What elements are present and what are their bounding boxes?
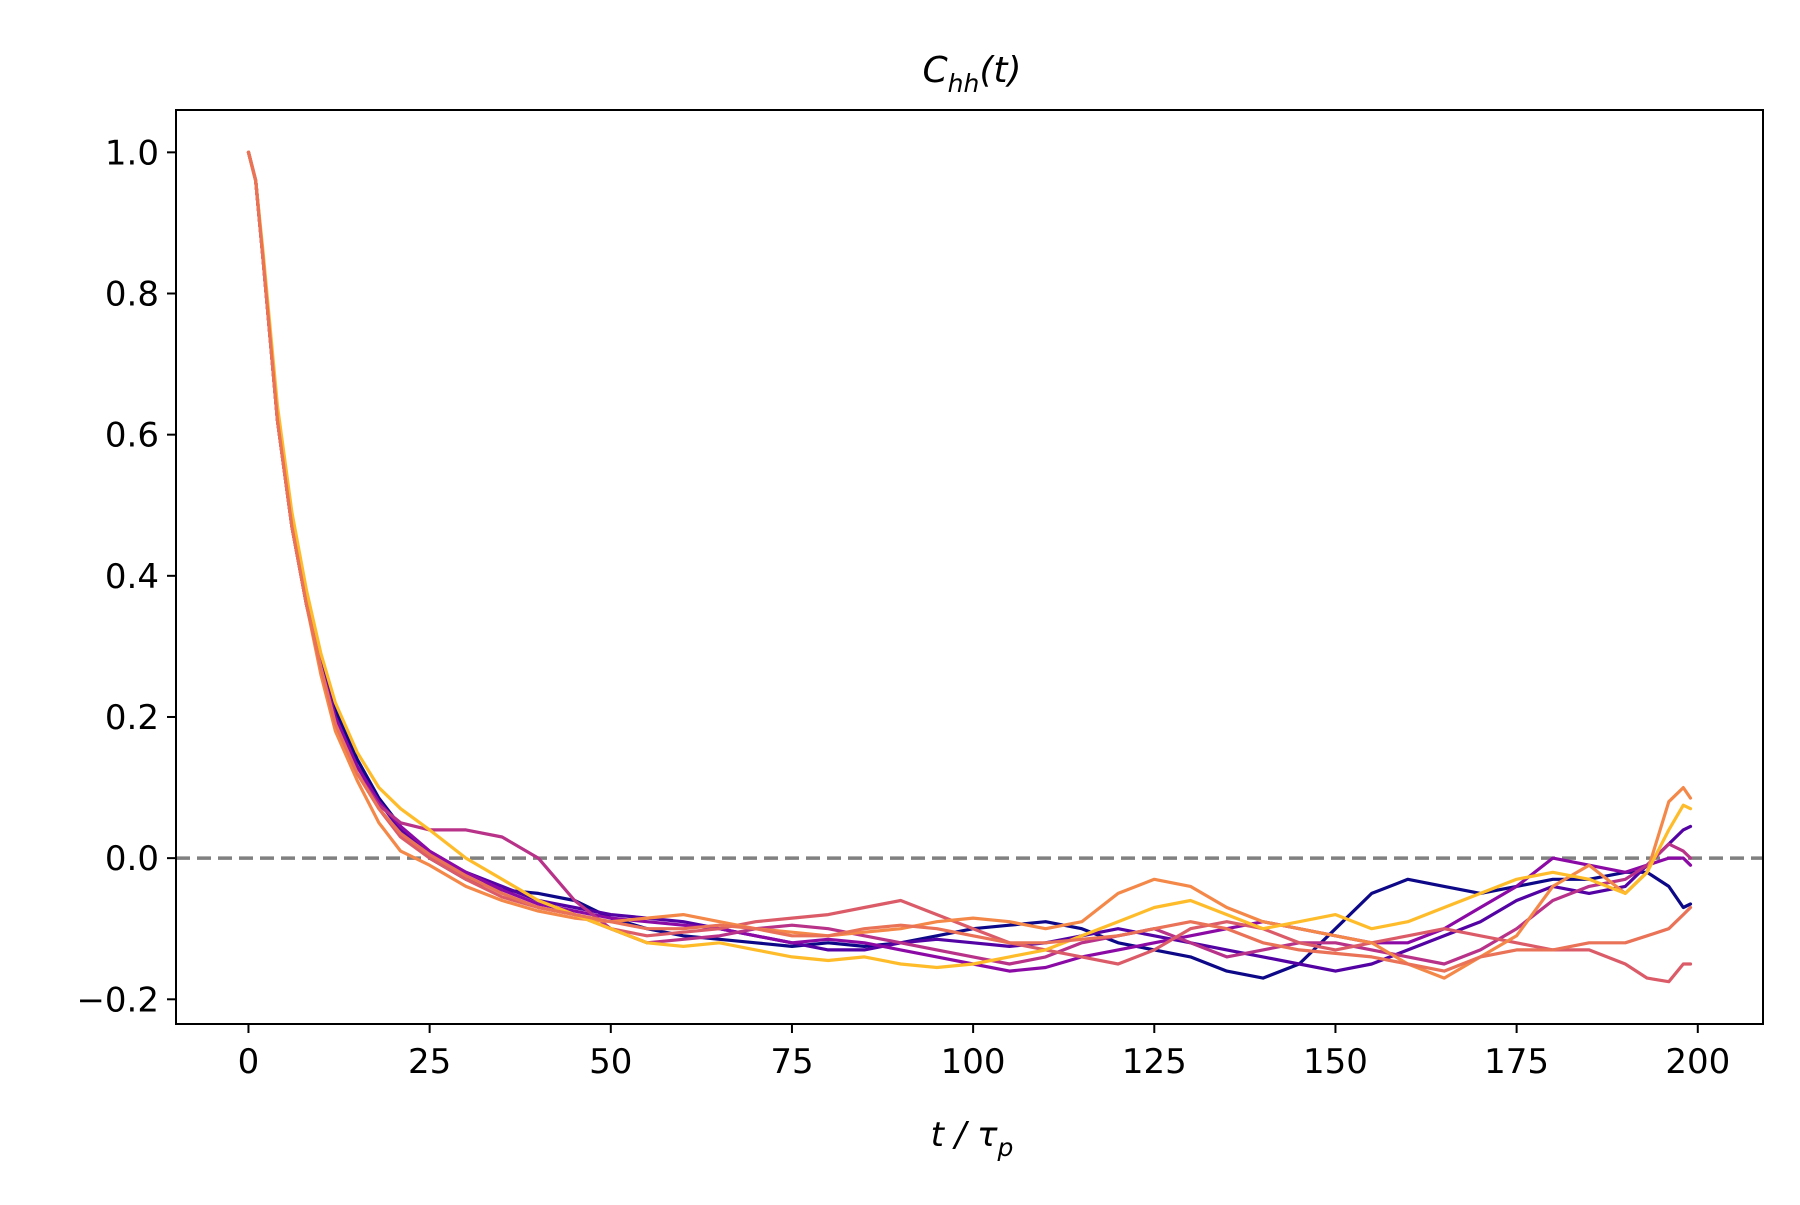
x-tick-label: 50 [589, 1042, 632, 1082]
series-line-3 [246, 150, 1693, 973]
y-tick-label: 0.6 [105, 416, 159, 456]
y-tick-label: 0.8 [105, 275, 159, 315]
chart-title-main: C [922, 50, 948, 91]
x-tick-label: 150 [1303, 1042, 1368, 1082]
y-tick-label: 0.4 [105, 557, 159, 597]
x-axis-label: t / τp [931, 1115, 1014, 1162]
series-line-7 [246, 150, 1693, 970]
chart-title-subscript: hh [948, 69, 980, 98]
y-axis: −0.2 0.0 0.2 0.4 0.6 0.8 1.0 [76, 133, 176, 1020]
x-axis: 0 25 50 75 100 125 150 175 200 [238, 1024, 1730, 1082]
x-axis-label-subscript: p [997, 1133, 1014, 1162]
x-tick-label: 100 [941, 1042, 1006, 1082]
x-tick-label: 25 [408, 1042, 451, 1082]
y-tick-label: 1.0 [105, 133, 159, 173]
series-line-8 [246, 150, 1693, 973]
y-tick-label: −0.2 [76, 980, 159, 1020]
x-tick-label: 175 [1484, 1042, 1549, 1082]
chart-title: Chh(t) [922, 50, 1021, 98]
y-tick-label: 0.2 [105, 698, 159, 738]
x-tick-label: 0 [238, 1042, 260, 1082]
y-tick-label: 0.0 [105, 839, 159, 879]
chart-title-tail: (t) [979, 50, 1021, 91]
plot-area [176, 150, 1763, 984]
x-tick-label: 200 [1665, 1042, 1730, 1082]
x-tick-label: 125 [1122, 1042, 1187, 1082]
x-axis-label-main: t / τ [931, 1115, 998, 1155]
axes-frame [175, 109, 1764, 1025]
x-tick-label: 75 [770, 1042, 813, 1082]
